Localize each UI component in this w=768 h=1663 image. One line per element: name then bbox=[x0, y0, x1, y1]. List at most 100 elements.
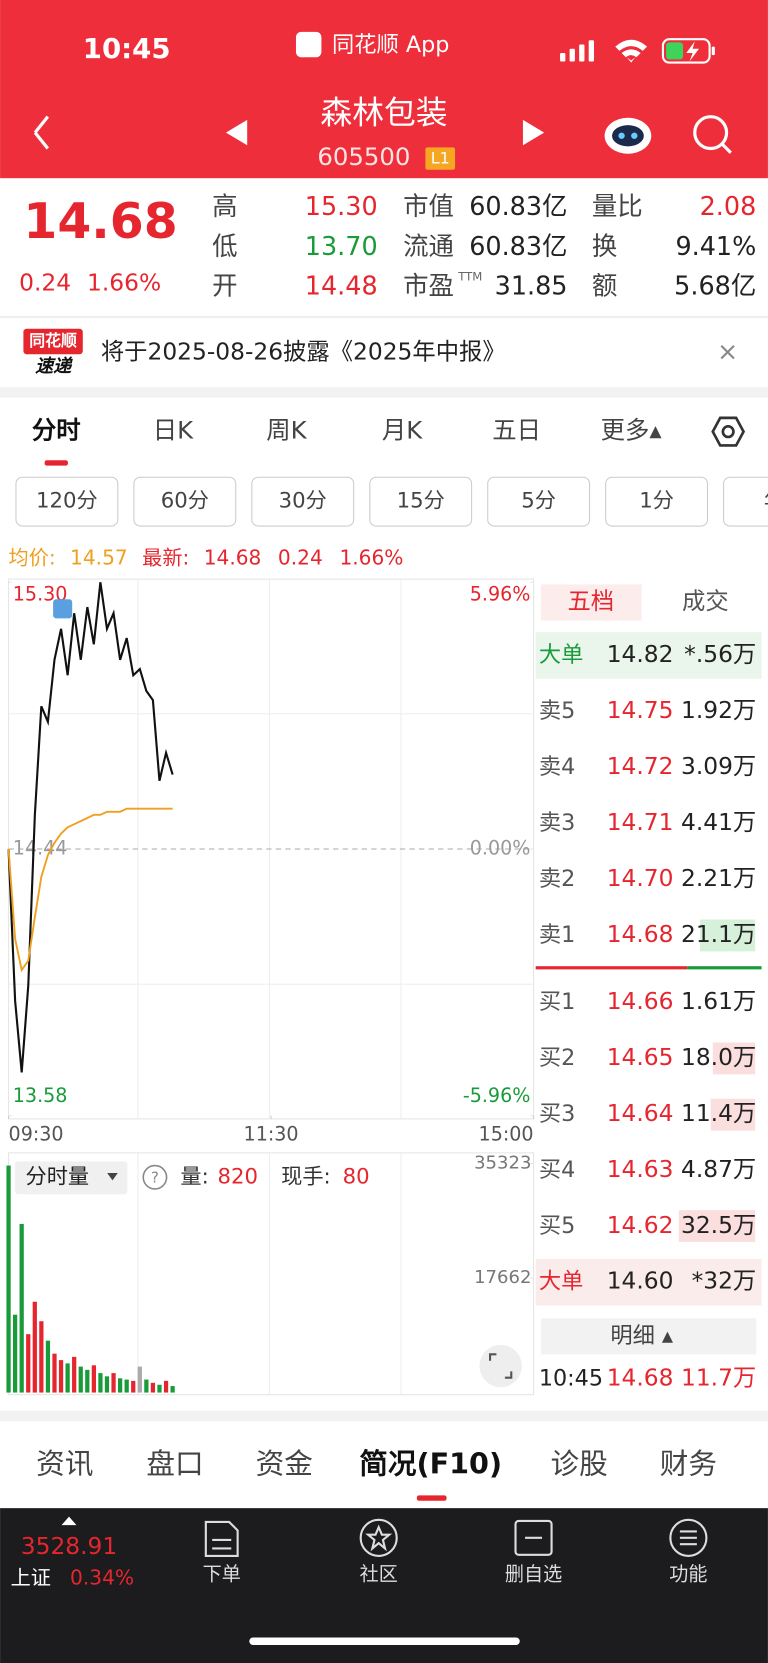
volume-bar bbox=[124, 1379, 129, 1393]
chart-tab[interactable]: 五日 bbox=[492, 416, 541, 445]
stat-value: 9.41% bbox=[675, 232, 756, 262]
volume-bar bbox=[170, 1386, 175, 1393]
period-label[interactable]: 120分 bbox=[36, 489, 98, 514]
change: 0.24 bbox=[19, 269, 71, 297]
notice-text[interactable]: 将于2025-08-26披露《2025年中报》 bbox=[101, 338, 506, 366]
chart-tab[interactable]: 月K bbox=[382, 416, 423, 445]
close-notice[interactable] bbox=[720, 345, 735, 360]
index-value: 3528.91 bbox=[21, 1532, 117, 1560]
y-tick-label: 15.30 bbox=[13, 582, 68, 605]
period-button[interactable] bbox=[369, 476, 473, 527]
period-button[interactable] bbox=[251, 476, 355, 527]
volume-bar bbox=[78, 1366, 83, 1393]
gap bbox=[0, 1410, 768, 1422]
help-glyph: ? bbox=[151, 1169, 159, 1186]
book-price: 14.65 bbox=[607, 1043, 674, 1071]
volume-dropdown[interactable] bbox=[14, 1161, 128, 1195]
nav-item[interactable]: 功能 bbox=[669, 1562, 707, 1585]
detail-bg bbox=[540, 1318, 757, 1355]
book-label: 卖1 bbox=[539, 922, 575, 948]
notice-logo bbox=[23, 328, 83, 355]
y2-tick-label: -5.96% bbox=[463, 1084, 531, 1107]
index-name: 上证 bbox=[11, 1566, 51, 1590]
book-label: 卖3 bbox=[539, 810, 575, 836]
period-button[interactable] bbox=[15, 476, 119, 527]
bottom-tab[interactable]: 简况(F10) bbox=[359, 1447, 502, 1481]
book-label: 大单 bbox=[539, 1269, 584, 1295]
period-label[interactable]: 1分 bbox=[639, 489, 674, 514]
prev-stock[interactable] bbox=[225, 119, 248, 146]
book-volume: *.56万 bbox=[684, 640, 756, 668]
stat-sup: TTM bbox=[457, 269, 482, 283]
nav-item[interactable]: 下单 bbox=[203, 1562, 241, 1585]
last-pct: 1.66% bbox=[339, 545, 403, 569]
bottom-tab[interactable]: 诊股 bbox=[551, 1447, 608, 1481]
chart-grid bbox=[8, 579, 534, 1395]
volume-bar-bg bbox=[710, 1098, 756, 1131]
period-button[interactable] bbox=[487, 476, 591, 527]
book-volume: 1.92万 bbox=[681, 696, 756, 724]
divider bbox=[0, 316, 768, 319]
search-icon[interactable] bbox=[693, 115, 732, 154]
book-price: 14.66 bbox=[607, 987, 674, 1015]
home-indicator bbox=[249, 1637, 520, 1645]
volume-bar bbox=[58, 1360, 64, 1393]
volume-bar bbox=[111, 1373, 116, 1393]
book-tab[interactable]: 五档 bbox=[567, 587, 614, 615]
chart-tab[interactable]: 分时 bbox=[32, 416, 81, 445]
period-label[interactable]: 30分 bbox=[279, 489, 327, 514]
robot-icon[interactable] bbox=[604, 117, 652, 154]
period-label[interactable]: 年 bbox=[764, 489, 768, 514]
bottom-tab[interactable]: 资金 bbox=[256, 1447, 313, 1481]
nav-item[interactable]: 社区 bbox=[360, 1562, 398, 1585]
book-label: 买2 bbox=[539, 1045, 575, 1071]
back-button[interactable] bbox=[33, 115, 50, 150]
volume-bar bbox=[39, 1321, 44, 1393]
detail-toggle[interactable]: 明细 ▴ bbox=[610, 1323, 674, 1349]
price-line bbox=[7, 582, 174, 1073]
volume-value: 820 bbox=[217, 1164, 257, 1189]
bottom-tab[interactable]: 盘口 bbox=[146, 1447, 203, 1481]
volume-bar bbox=[150, 1382, 156, 1393]
help-icon[interactable] bbox=[142, 1164, 168, 1190]
book-divider bbox=[687, 966, 762, 970]
stat-label: 流通 bbox=[403, 232, 454, 262]
period-label[interactable]: 15分 bbox=[397, 489, 445, 514]
volume-bar bbox=[12, 1314, 18, 1393]
book-price: 14.75 bbox=[607, 696, 674, 724]
app-icon bbox=[295, 31, 322, 58]
volume-bar bbox=[72, 1356, 77, 1393]
chart-tab[interactable]: 日K bbox=[153, 416, 194, 445]
stat-label: 换 bbox=[592, 232, 617, 262]
volume-bar bbox=[104, 1376, 110, 1393]
expand-button[interactable] bbox=[479, 1344, 522, 1388]
period-label[interactable]: 60分 bbox=[161, 489, 209, 514]
book-label: 买3 bbox=[539, 1101, 575, 1127]
stat-label: 高 bbox=[212, 192, 237, 222]
stat-value: 5.68亿 bbox=[674, 271, 756, 301]
y-tick-label: 14.44 bbox=[13, 836, 68, 859]
volume-bar bbox=[52, 1353, 57, 1393]
level: L1 bbox=[431, 149, 450, 168]
book-volume: *32万 bbox=[692, 1267, 757, 1295]
period-button[interactable] bbox=[723, 476, 768, 527]
last-label: 最新: bbox=[142, 545, 189, 569]
period-button[interactable] bbox=[605, 476, 709, 527]
nav-item[interactable]: 删自选 bbox=[505, 1562, 562, 1585]
chart-tab[interactable]: 更多▴ bbox=[601, 416, 663, 445]
next-stock[interactable] bbox=[522, 119, 545, 146]
period-button[interactable] bbox=[133, 476, 237, 527]
period-label[interactable]: 5分 bbox=[521, 489, 556, 514]
bottom-tab[interactable]: 财务 bbox=[660, 1447, 717, 1481]
book-tab[interactable]: 成交 bbox=[682, 587, 729, 615]
settings-icon[interactable] bbox=[711, 416, 746, 447]
volume-title[interactable]: 分时量 bbox=[26, 1164, 90, 1189]
volume-bar-bg bbox=[712, 1042, 756, 1075]
chart-tab[interactable]: 周K bbox=[266, 416, 307, 445]
row-bg bbox=[535, 1258, 762, 1306]
gap bbox=[0, 387, 768, 398]
book-price: 14.60 bbox=[607, 1267, 674, 1295]
bottom-tab[interactable]: 资讯 bbox=[36, 1447, 93, 1481]
volume-bar bbox=[117, 1378, 123, 1393]
